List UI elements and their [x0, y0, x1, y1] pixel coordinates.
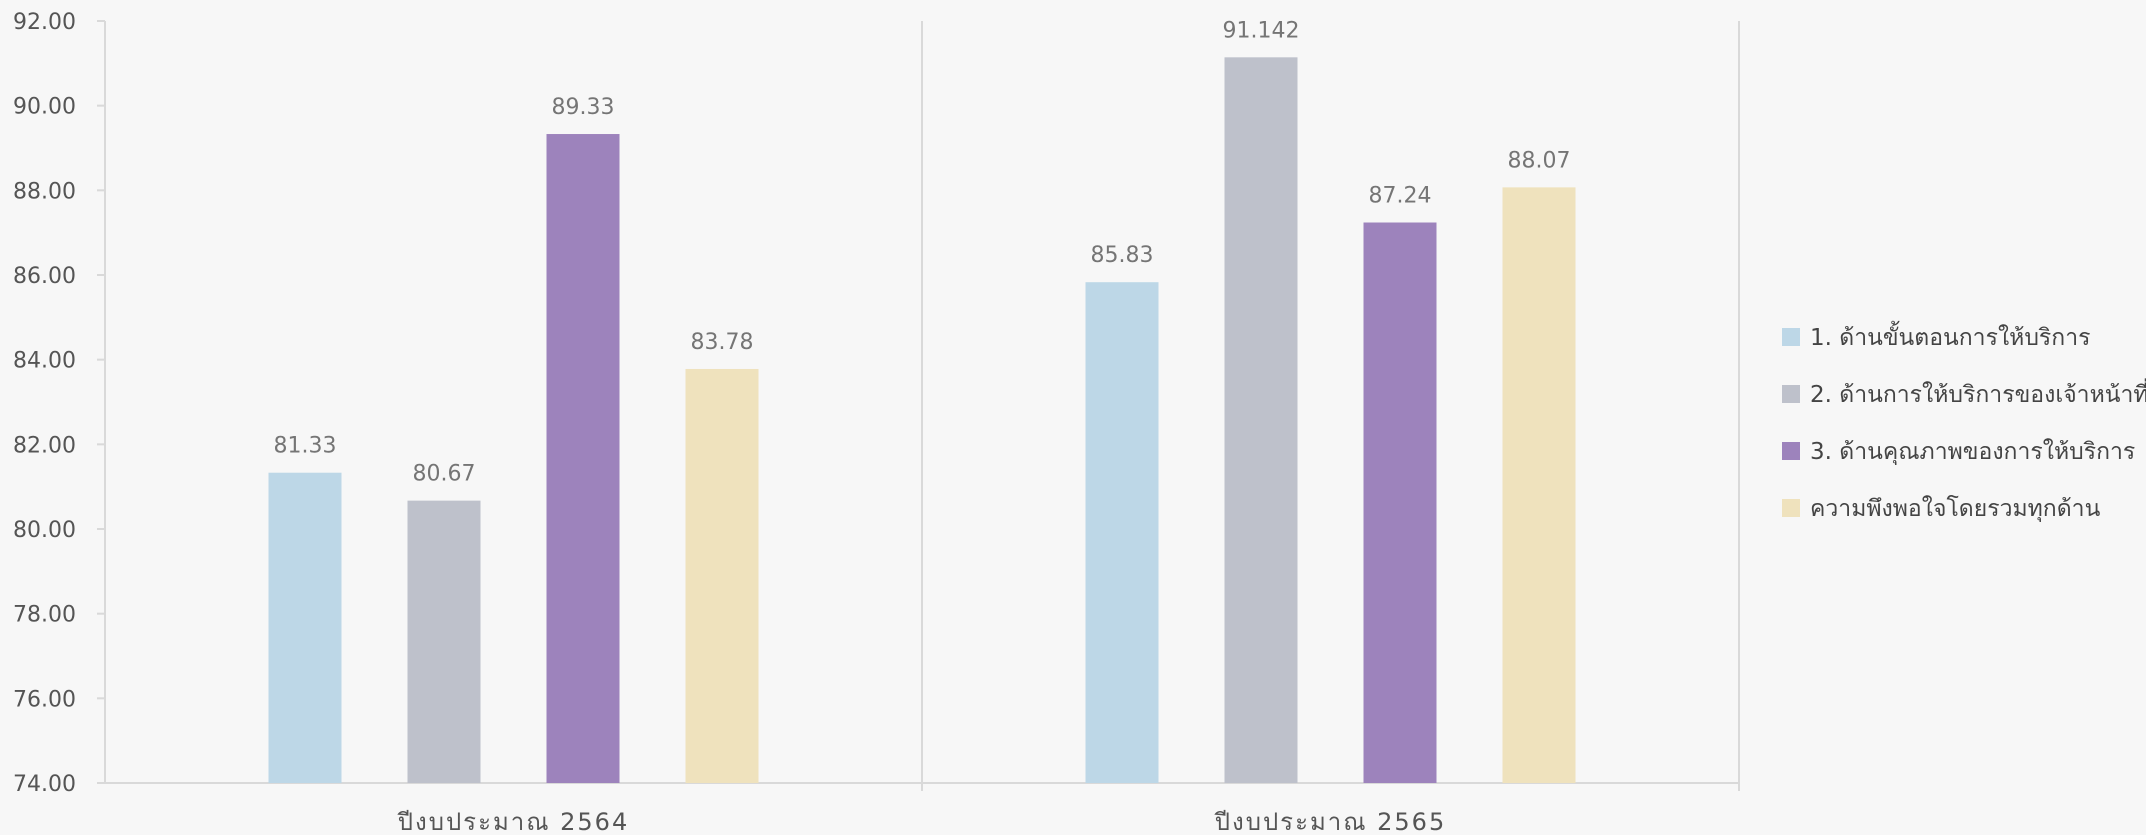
- y-axis-ticks: 74.00 76.00 78.00 80.00 82.00 84.00 86.00 88.00…: [13, 10, 105, 797]
- legend-label: 1. ด้านขั้นตอนการให้บริการ: [1810, 321, 2090, 351]
- legend-label: 3. ด้านคุณภาพของการให้บริการ: [1810, 438, 2135, 465]
- data-label: 91.142: [1223, 18, 1300, 43]
- y-tick-label: 88.00: [13, 179, 76, 204]
- data-labels: 81.33 80.67 89.33 83.78 85.83 91.142 87.24 88.0…: [274, 18, 1571, 486]
- x-axis-categories: ปีงบประมาณ 2564 ปีงบประมาณ 2565: [397, 808, 1447, 835]
- bar: [407, 500, 481, 783]
- bar: [546, 134, 620, 783]
- data-label: 83.78: [691, 330, 754, 355]
- legend-label: 2. ด้านการให้บริการของเจ้าหน้าที่: [1810, 378, 2146, 408]
- data-label: 81.33: [274, 434, 337, 459]
- y-tick-label: 86.00: [13, 264, 76, 289]
- bar: [268, 472, 342, 783]
- y-tick-label: 90.00: [13, 95, 76, 120]
- y-tick-label: 80.00: [13, 518, 76, 543]
- bar: [1224, 57, 1298, 783]
- y-tick-label: 92.00: [13, 10, 76, 35]
- y-tick-label: 82.00: [13, 433, 76, 458]
- legend-swatch: [1782, 499, 1800, 517]
- x-category-label: ปีงบประมาณ 2564: [397, 808, 630, 835]
- legend: 1. ด้านขั้นตอนการให้บริการ 2. ด้านการให้บ…: [1782, 321, 2146, 522]
- legend-label: ความพึงพอใจโดยรวมทุกด้าน: [1810, 495, 2101, 522]
- y-tick-label: 76.00: [13, 687, 76, 712]
- data-label: 87.24: [1369, 184, 1432, 209]
- data-label: 80.67: [413, 462, 476, 487]
- legend-swatch: [1782, 328, 1800, 346]
- data-label: 85.83: [1091, 243, 1154, 268]
- legend-swatch: [1782, 385, 1800, 403]
- chart-axes: [104, 21, 1740, 791]
- bars: [268, 57, 1576, 784]
- x-category-label: ปีงบประมาณ 2565: [1214, 808, 1447, 835]
- bar: [685, 368, 759, 783]
- data-label: 88.07: [1508, 148, 1571, 173]
- y-tick-label: 78.00: [13, 603, 76, 628]
- y-tick-label: 84.00: [13, 349, 76, 374]
- data-label: 89.33: [552, 95, 615, 120]
- bar: [1363, 222, 1437, 784]
- y-tick-label: 74.00: [13, 772, 76, 797]
- bar: [1085, 282, 1159, 783]
- legend-swatch: [1782, 442, 1800, 460]
- bar: [1502, 187, 1576, 783]
